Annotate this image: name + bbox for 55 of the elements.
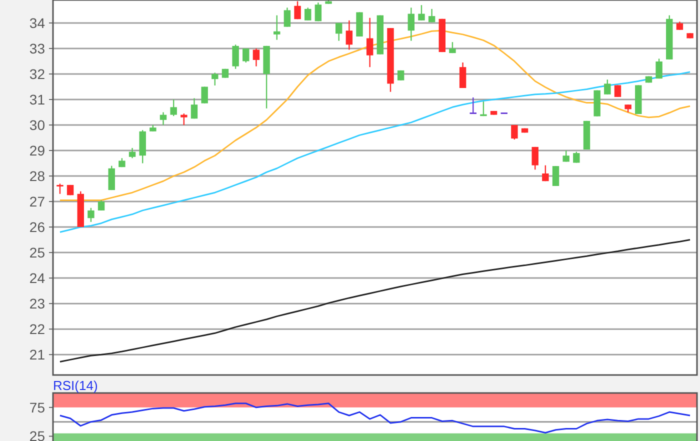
- y-tick-label: 30: [29, 116, 46, 133]
- y-tick-label: 32: [29, 66, 46, 82]
- y-tick-label: 31: [29, 91, 46, 108]
- candlestick: [532, 146, 538, 170]
- candlestick: [604, 78, 611, 95]
- candlestick: [212, 72, 218, 86]
- line-series: [59, 402, 691, 434]
- candlestick: [252, 48, 260, 67]
- candlestick: [274, 14, 280, 40]
- candlestick: [304, 7, 312, 22]
- y-tick-label: 28: [29, 168, 46, 184]
- candlestick: [552, 165, 560, 187]
- y-tick-label: 29: [29, 142, 46, 158]
- candlestick: [294, 0, 301, 20]
- candlestick: [335, 22, 342, 42]
- candlestick: [346, 20, 353, 50]
- y-tick-label: 24: [29, 270, 46, 286]
- candlestick: [284, 7, 291, 28]
- candlestick: [242, 48, 250, 64]
- y-tick-label: 23: [29, 295, 46, 312]
- candlestick: [470, 96, 476, 114]
- candlestick: [573, 151, 580, 164]
- candlestick: [459, 62, 466, 89]
- y-tick-label: 26: [29, 218, 46, 235]
- candlestick: [418, 4, 425, 22]
- y-tick-label: 34: [29, 14, 46, 31]
- candlestick: [366, 17, 374, 68]
- y-tick-label: 25: [29, 428, 46, 441]
- y-tick-label: 25: [29, 244, 46, 260]
- candlestick: [232, 44, 239, 70]
- y-tick-label: 33: [29, 40, 46, 56]
- candlestick: [542, 164, 549, 182]
- line-series: [59, 30, 691, 202]
- candlestick: [180, 112, 188, 126]
- candlestick: [128, 147, 136, 159]
- y-tick-label: 75: [29, 399, 46, 416]
- candlestick: [108, 165, 115, 191]
- candlestick: [201, 86, 208, 104]
- candlestick: [428, 8, 436, 23]
- candlestick: [160, 112, 167, 126]
- candlestick: [98, 200, 105, 212]
- candlestick: [656, 58, 662, 80]
- candlestick: [408, 7, 415, 42]
- y-tick-label: 21: [29, 346, 46, 362]
- candlestick: [88, 207, 94, 223]
- y-tick-label: 27: [29, 193, 46, 210]
- candlestick: [614, 84, 622, 98]
- chart-title: RSI(14): [53, 378, 98, 393]
- line-series: [59, 239, 691, 362]
- candlestick: [170, 98, 177, 117]
- candlestick: [190, 98, 198, 120]
- y-tick-label: 22: [29, 320, 46, 337]
- candlestick: [56, 183, 64, 194]
- candlestick: [511, 124, 518, 140]
- candlestick: [314, 2, 322, 22]
